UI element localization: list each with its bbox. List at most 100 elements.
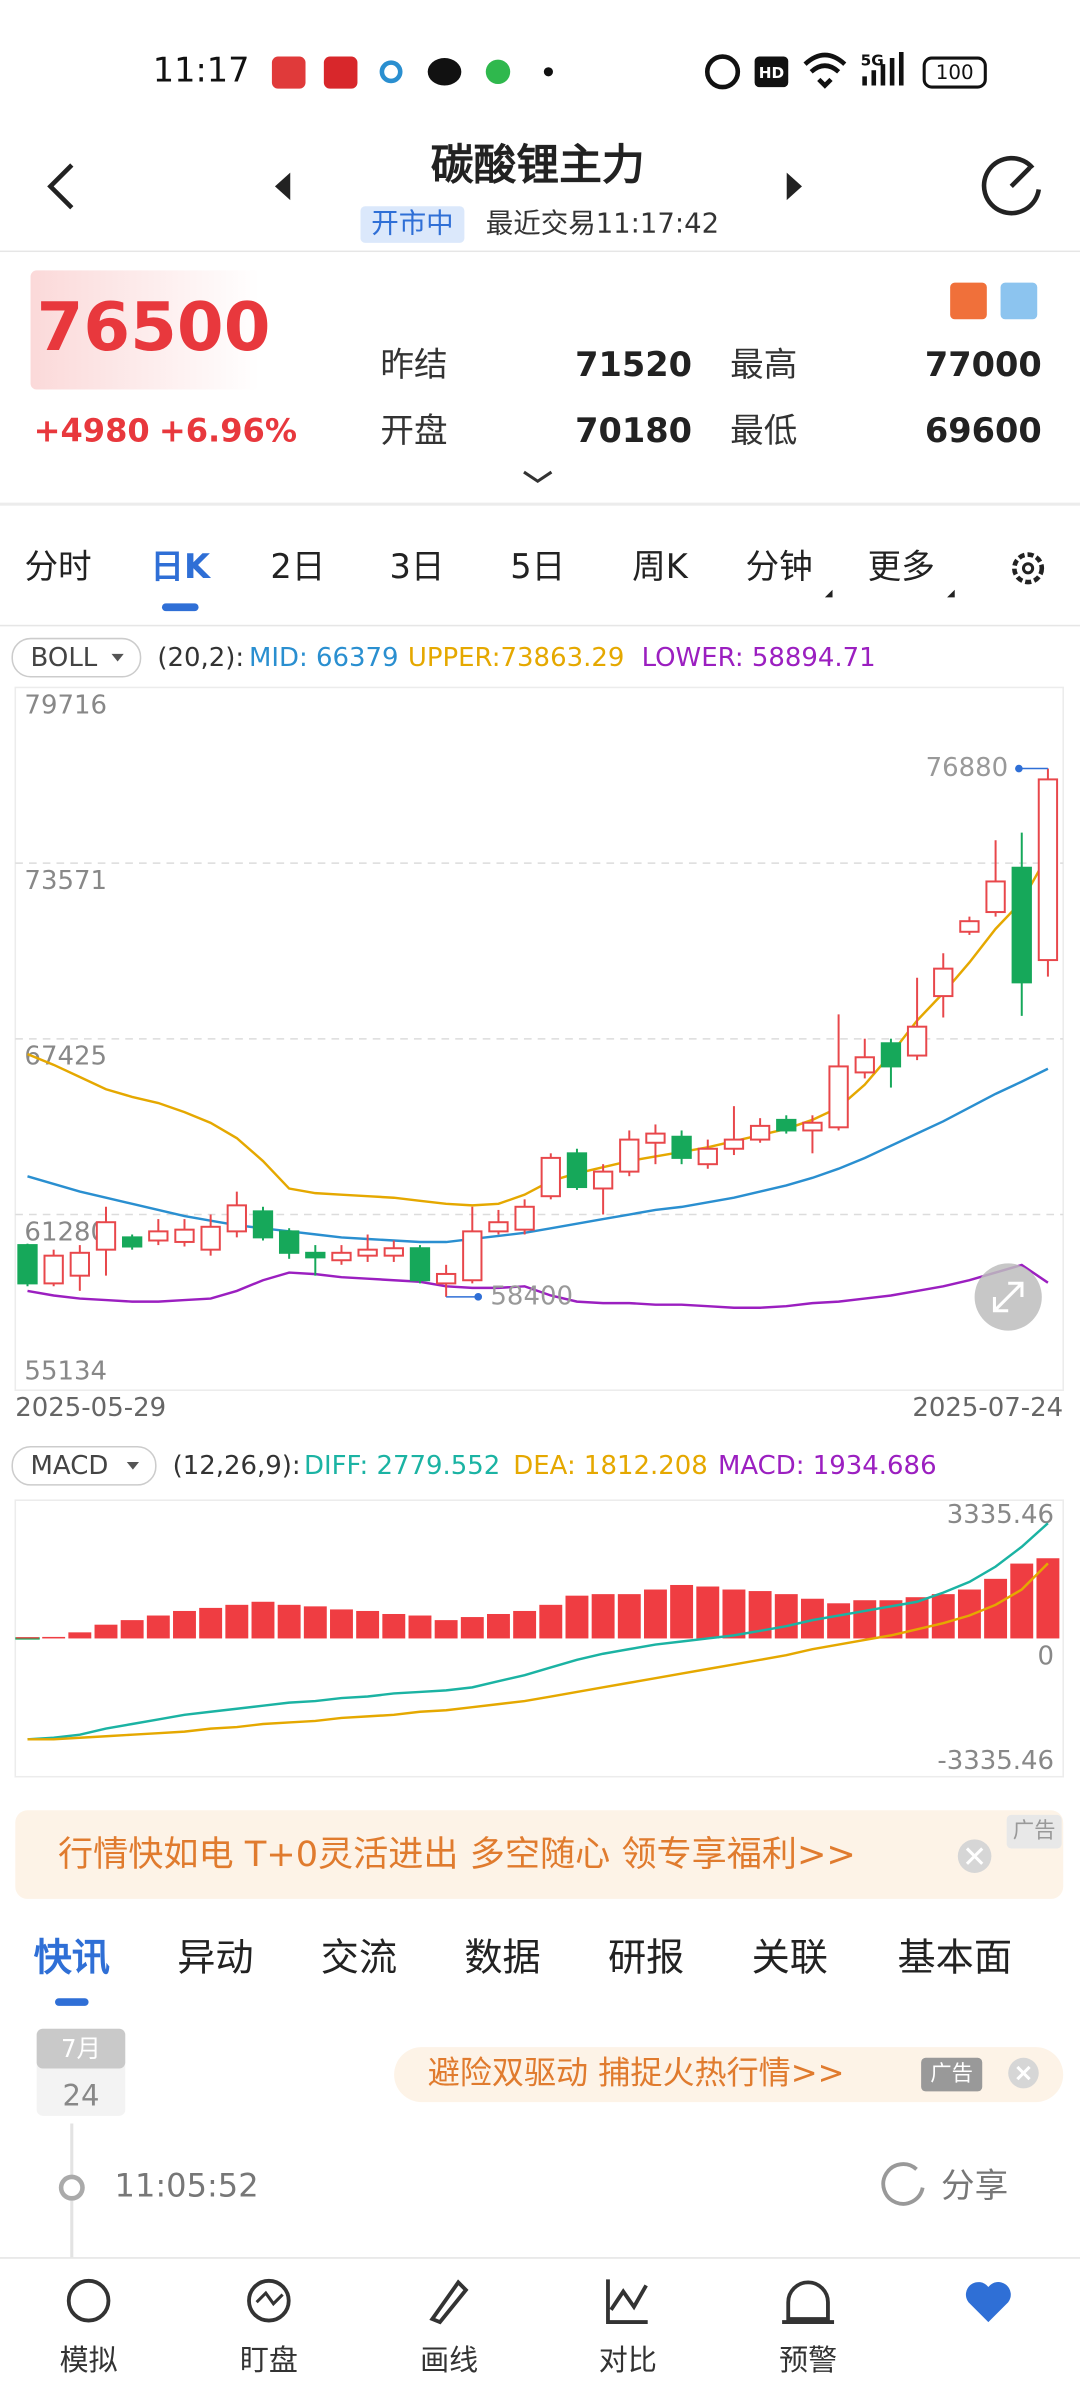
y-tick-label: 79716 <box>24 690 107 720</box>
indicator-name[interactable]: MACD <box>31 1451 109 1481</box>
period-tab[interactable]: 3日 <box>390 547 445 586</box>
indicator-pill[interactable] <box>11 637 142 678</box>
promo-banner[interactable] <box>394 2047 1064 2103</box>
boll-line <box>27 1263 1049 1309</box>
macd-bar <box>748 1591 772 1639</box>
macd-bar <box>957 1589 981 1639</box>
macd-bar <box>774 1594 798 1639</box>
candle-body <box>69 1251 90 1277</box>
macd-bar <box>277 1604 301 1639</box>
ad-text: 广告 <box>1013 1819 1056 1844</box>
macd-bar <box>94 1624 118 1639</box>
banner[interactable] <box>15 1810 1064 1899</box>
share-icon[interactable] <box>881 2162 925 2206</box>
news-tab[interactable]: 异动 <box>177 1937 253 1981</box>
candle-body <box>1037 778 1059 962</box>
news-tab[interactable]: 基本面 <box>897 1937 1012 1981</box>
candle-body <box>776 1118 797 1132</box>
macd-bar <box>1010 1563 1034 1639</box>
news-tab[interactable]: 关联 <box>752 1937 828 1981</box>
indicator-name[interactable]: BOLL <box>31 643 98 673</box>
nav-icon[interactable] <box>429 2279 469 2325</box>
candle-body <box>749 1124 771 1141</box>
macd-bar <box>984 1578 1008 1639</box>
nav-icon-detail <box>255 2290 284 2307</box>
legend-entry: DIFF: 2779.552 <box>304 1451 500 1481</box>
back-button[interactable] <box>47 163 74 210</box>
price-change-pct: +6.96% <box>159 411 297 449</box>
legend-entry: LOWER: 58894.71 <box>642 643 876 673</box>
nav-label[interactable]: 对比 <box>599 2343 657 2377</box>
news-tab[interactable]: 快讯 <box>34 1937 110 1981</box>
period-tab[interactable]: 5日 <box>510 547 565 586</box>
legend-entry: MACD: 1934.686 <box>718 1451 937 1481</box>
favorite-icon[interactable] <box>965 2282 1011 2323</box>
period-tab[interactable]: 分时 <box>24 547 91 586</box>
news-tab[interactable]: 数据 <box>464 1937 540 1981</box>
timeline-dot <box>58 2174 85 2201</box>
candle-body <box>723 1138 745 1150</box>
nav-icon[interactable] <box>606 2279 648 2324</box>
candle-body <box>148 1230 169 1242</box>
nav-icon[interactable] <box>782 2280 835 2324</box>
nav-icon[interactable] <box>247 2278 291 2323</box>
news-tab[interactable]: 研报 <box>608 1937 684 1981</box>
candle-body <box>17 1244 38 1285</box>
charts: BOLL (20,2): MID: 66379 UPPER:73863.29 LOWER… <box>15 643 1063 1776</box>
hd-text: HD <box>759 64 784 82</box>
tab-underline <box>54 1998 89 2006</box>
period-tab[interactable]: 更多 <box>868 547 935 586</box>
macd-bar <box>487 1613 510 1639</box>
nav-label[interactable]: 模拟 <box>60 2343 118 2377</box>
candle-body <box>671 1135 692 1159</box>
macd-bar <box>251 1601 275 1639</box>
boll-line <box>27 854 1049 1207</box>
clock: 11:17 <box>153 50 250 89</box>
pill-arrow <box>126 1461 140 1470</box>
macd-bar <box>225 1604 249 1639</box>
period-tabs: 分时 日K 2日 3日 5日 周K 分钟 更多 <box>24 547 934 586</box>
macd-bar <box>173 1610 196 1639</box>
pill-arrow <box>111 653 124 662</box>
macd-bar <box>408 1615 432 1639</box>
period-tab[interactable]: 日K <box>150 547 212 586</box>
candle-body <box>200 1225 221 1251</box>
macd-bar <box>460 1617 484 1639</box>
tool-icon[interactable] <box>950 282 987 320</box>
nav-icon[interactable] <box>66 2278 111 2323</box>
news-day: 24 <box>63 2079 100 2113</box>
nav-label[interactable]: 预警 <box>779 2343 837 2377</box>
macd-bar <box>330 1609 353 1639</box>
refresh-button[interactable] <box>981 155 1042 216</box>
period-tab[interactable]: 2日 <box>270 547 325 586</box>
field-value: 70180 <box>575 411 692 450</box>
candle-body <box>828 1065 849 1129</box>
next-button[interactable] <box>786 172 802 201</box>
market-status: 开市中 <box>371 208 453 240</box>
candle-body <box>121 1236 143 1248</box>
divider <box>0 624 1080 627</box>
y-tick-label: 55134 <box>24 1356 107 1386</box>
period-tab[interactable]: 分钟 <box>745 547 812 586</box>
ad-text: 广告 <box>930 2062 973 2087</box>
y-tick-label: 0 <box>1038 1641 1055 1671</box>
candle-body <box>592 1170 614 1190</box>
nav-label[interactable]: 盯盘 <box>240 2343 298 2377</box>
close-icon <box>1016 2065 1031 2081</box>
app-icon <box>379 60 403 84</box>
candle-body <box>305 1251 326 1259</box>
news-tab[interactable]: 交流 <box>321 1937 397 1981</box>
period-tab[interactable]: 周K <box>632 547 689 586</box>
prev-button[interactable] <box>274 172 291 201</box>
tool-icon[interactable] <box>1000 282 1038 320</box>
macd-bar <box>591 1594 615 1639</box>
expand-chevron[interactable] <box>523 470 553 484</box>
battery-icon <box>922 56 987 89</box>
settings-button[interactable] <box>1012 552 1045 585</box>
share-text[interactable]: 分享 <box>941 2166 1008 2205</box>
indicator-pill[interactable] <box>11 1445 157 1486</box>
legend-entry: MID: 66379 <box>249 643 399 673</box>
y-tick-label: -3335.46 <box>937 1746 1054 1776</box>
nav-label[interactable]: 画线 <box>420 2343 478 2377</box>
